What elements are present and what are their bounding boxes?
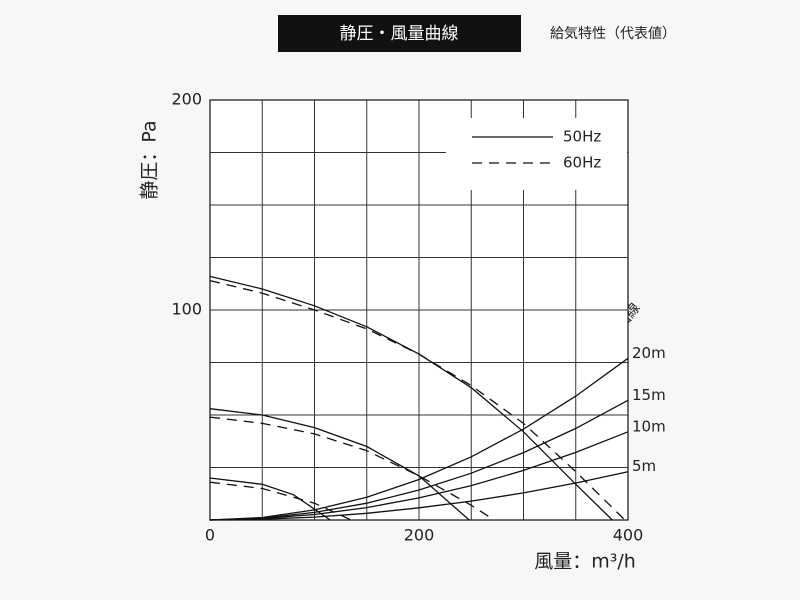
duct-curve — [209, 471, 629, 521]
y-tick-label: 100 — [171, 300, 202, 319]
legend-label: 60Hz — [563, 154, 601, 172]
plot-border — [209, 99, 629, 521]
fan-curve — [209, 279, 626, 521]
duct-curve — [209, 399, 629, 521]
duct-curve — [209, 431, 629, 521]
duct-label: 5m — [632, 457, 656, 475]
y-tick-label: 200 — [171, 90, 202, 109]
title-box — [278, 15, 521, 52]
fan-curve — [209, 408, 470, 521]
duct-label: 20m — [632, 344, 666, 362]
legend-box — [446, 118, 627, 190]
chart-subtitle: 給気特性（代表値） — [550, 26, 676, 42]
x-tick-label: 200 — [404, 526, 435, 545]
x-tick-label: 400 — [613, 526, 644, 545]
legend-label: 50Hz — [563, 128, 601, 146]
fan-curve — [209, 416, 495, 521]
duct-label: 10m — [632, 417, 666, 435]
duct-curve — [209, 357, 629, 521]
fan-curve — [209, 477, 331, 521]
chart-title: 静圧・風量曲線 — [340, 24, 459, 44]
duct-label: 15m — [632, 386, 666, 404]
x-axis-label: 風量：m³/h — [534, 551, 636, 573]
x-tick-label: 0 — [205, 526, 215, 545]
y-axis-label: 静圧：Pa — [139, 120, 161, 199]
